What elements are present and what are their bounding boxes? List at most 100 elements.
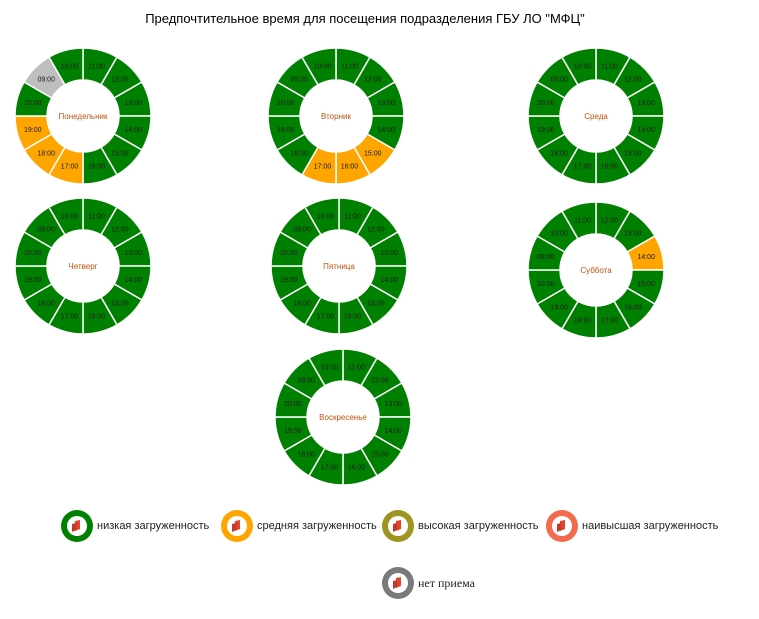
slice-label-1500: 15:00 (364, 150, 382, 157)
slice-label-1600: 16:00 (601, 164, 619, 171)
slice-label-1200: 12:00 (364, 77, 382, 84)
slice-label-1500: 15:00 (111, 150, 129, 157)
legend-item-high: высокая загруженность (382, 510, 538, 542)
slice-label-1500: 15:00 (367, 300, 385, 307)
slice-label-0900: 09:00 (37, 77, 55, 84)
slice-1100 (560, 201, 597, 240)
slice-label-1600: 16:00 (341, 164, 359, 171)
slice-1000 (307, 348, 344, 387)
slice-label-1200: 12:00 (624, 77, 642, 84)
slice-1000 (303, 197, 340, 236)
slice-label-1600: 16:00 (624, 304, 642, 311)
slice-label-1900: 19:00 (24, 127, 42, 134)
slice-label-1200: 12:00 (371, 378, 389, 385)
day-label: Понедельник (59, 112, 108, 121)
day-label: Воскресенье (319, 413, 367, 422)
day-label: Среда (584, 112, 608, 121)
slice-label-1400: 14:00 (380, 277, 398, 284)
slice-label-1300: 13:00 (624, 231, 642, 238)
legend-label-medium: средняя загруженность (257, 520, 377, 532)
slice-label-1100: 11:00 (574, 217, 591, 224)
donut-7: 11:00 12:00 13:00 14:00 15:00 16:00 17:00 18:00… (274, 348, 412, 486)
slice-label-2000: 20:00 (277, 100, 295, 107)
slice-1000 (560, 47, 597, 86)
slice-label-0900: 09:00 (537, 254, 555, 261)
slice-label-1800: 18:00 (290, 150, 308, 157)
donut-2: 11:00 12:00 13:00 14:00 15:00 16:00 17:00 18:00… (267, 47, 405, 185)
slice-label-1100: 11:00 (88, 63, 105, 70)
day-label: Вторник (321, 112, 351, 121)
slice-label-1800: 18:00 (293, 300, 311, 307)
slice-label-1900: 19:00 (537, 127, 555, 134)
slice-label-1400: 14:00 (377, 127, 395, 134)
slice-label-2000: 20:00 (537, 100, 555, 107)
slice-label-0900: 09:00 (550, 77, 568, 84)
slice-label-1800: 18:00 (550, 150, 568, 157)
slice-label-0900: 09:00 (293, 227, 311, 234)
donut-5: 11:00 12:00 13:00 14:00 15:00 16:00 17:00 18:00… (270, 197, 408, 335)
slice-label-1400: 14:00 (637, 127, 655, 134)
slice-label-1700: 17:00 (61, 314, 79, 321)
slice-label-1900: 19:00 (550, 304, 568, 311)
slice-label-1700: 17:00 (314, 164, 332, 171)
slice-label-1200: 12:00 (111, 227, 129, 234)
slice-label-1400: 14:00 (637, 254, 655, 261)
legend-logo-icon-medium (221, 510, 253, 542)
donut-1: 11:00 12:00 13:00 14:00 15:00 16:00 17:00 18:00… (14, 47, 152, 185)
slice-1000 (300, 47, 337, 86)
day-label: Суббота (580, 266, 612, 275)
day-label: Четверг (68, 262, 97, 271)
slice-1000 (47, 197, 84, 236)
donut-3: 11:00 12:00 13:00 14:00 15:00 16:00 17:00 18:00… (527, 47, 665, 185)
slice-label-1000: 10:00 (317, 213, 335, 220)
slice-label-1700: 17:00 (61, 164, 79, 171)
slice-label-1400: 14:00 (124, 127, 142, 134)
slice-label-1300: 13:00 (124, 100, 142, 107)
slice-label-1900: 19:00 (24, 277, 42, 284)
chart-title: Предпочтительное время для посещения под… (145, 11, 585, 26)
slice-label-1300: 13:00 (124, 250, 142, 257)
legend-label-high: высокая загруженность (418, 520, 539, 532)
slice-label-1500: 15:00 (637, 281, 655, 288)
slice-label-0900: 09:00 (37, 227, 55, 234)
legend-label-none: нет приема (418, 575, 475, 590)
slice-label-2000: 20:00 (24, 250, 42, 257)
legend-item-highest: наивысшая загруженность (546, 510, 718, 542)
slice-label-1800: 18:00 (37, 300, 55, 307)
slice-label-0900: 09:00 (290, 77, 308, 84)
slice-label-1100: 11:00 (344, 213, 361, 220)
slice-label-1000: 10:00 (314, 63, 332, 70)
legend-item-none: нет приема (382, 567, 475, 599)
slice-label-1400: 14:00 (124, 277, 142, 284)
legend-item-medium: средняя загруженность (221, 510, 377, 542)
legend-item-low: низкая загруженность (61, 510, 209, 542)
slice-label-1500: 15:00 (111, 300, 129, 307)
slice-label-1700: 17:00 (601, 318, 619, 325)
donut-4: 11:00 12:00 13:00 14:00 15:00 16:00 17:00 18:00… (14, 197, 152, 335)
legend-logo-icon-low (61, 510, 93, 542)
slice-label-1100: 11:00 (348, 364, 365, 371)
legend-label-low: низкая загруженность (97, 520, 210, 532)
slice-label-1300: 13:00 (637, 100, 655, 107)
day-label: Пятница (323, 262, 355, 271)
slice-label-1600: 16:00 (348, 465, 366, 472)
slice-label-1800: 18:00 (574, 318, 592, 325)
slice-label-1200: 12:00 (601, 217, 619, 224)
slice-label-1000: 10:00 (61, 63, 79, 70)
slice-label-1700: 17:00 (574, 164, 592, 171)
slice-label-0900: 09:00 (297, 378, 315, 385)
legend-logo-icon-high (382, 510, 414, 542)
slice-label-1100: 11:00 (88, 213, 105, 220)
donut-6: 12:00 13:00 14:00 15:00 16:00 17:00 18:00 19:00… (527, 201, 665, 339)
slice-label-1800: 18:00 (297, 451, 315, 458)
slice-label-1900: 19:00 (284, 428, 302, 435)
slice-label-2000: 20:00 (284, 401, 302, 408)
slice-label-1000: 10:00 (574, 63, 592, 70)
slice-label-1300: 13:00 (380, 250, 398, 257)
slice-label-2000: 20:00 (537, 281, 555, 288)
slice-label-1100: 11:00 (341, 63, 358, 70)
slice-label-1900: 19:00 (277, 127, 295, 134)
slice-label-1700: 17:00 (321, 465, 339, 472)
slice-label-1600: 16:00 (88, 164, 106, 171)
